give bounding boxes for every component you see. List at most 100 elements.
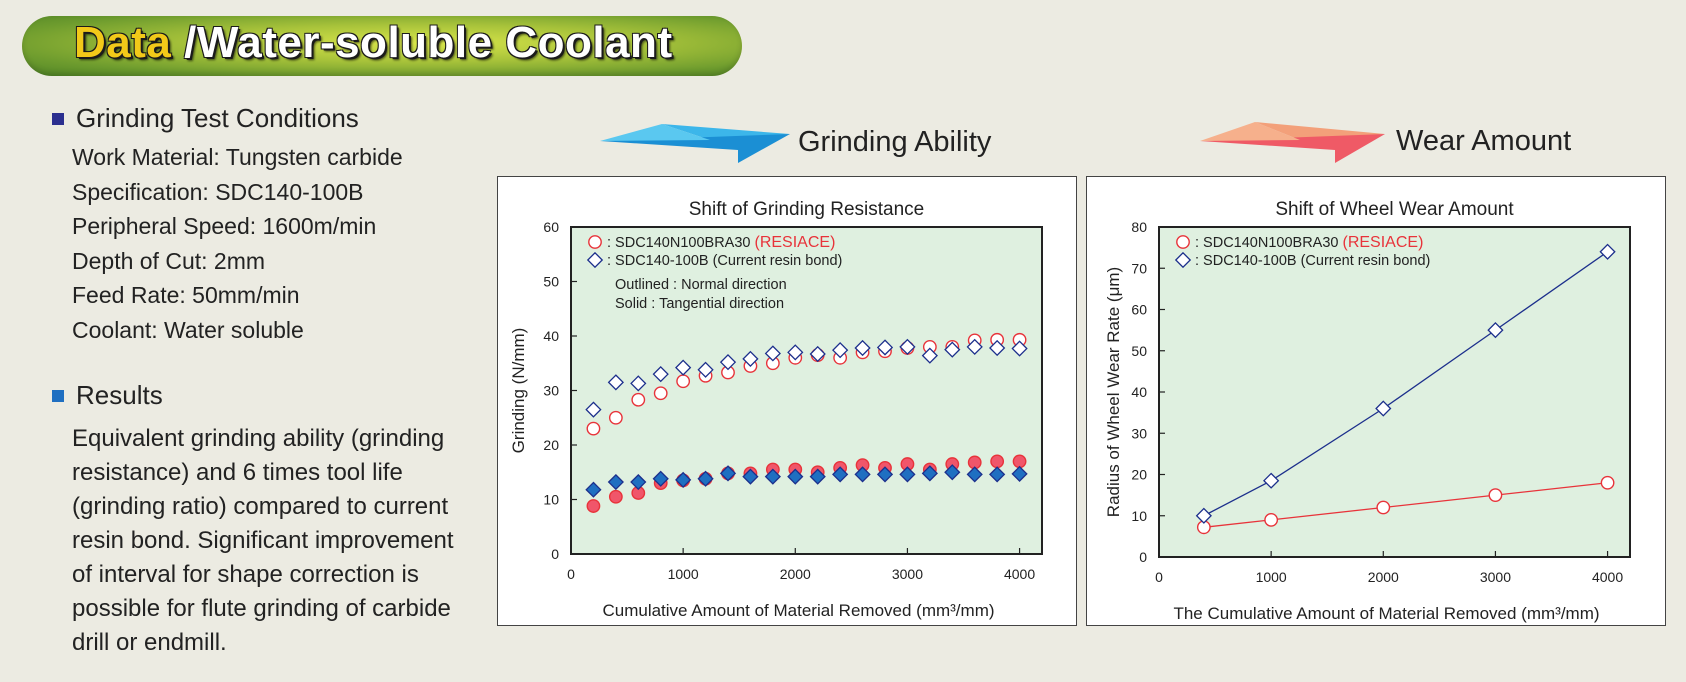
data-point bbox=[1487, 322, 1504, 339]
data-point bbox=[719, 465, 737, 482]
data-point bbox=[585, 481, 602, 498]
results-heading: Results bbox=[52, 380, 163, 411]
banner-title-rest: /Water-soluble Coolant bbox=[171, 18, 673, 67]
data-point bbox=[608, 410, 623, 425]
legend-label: : SDC140N100BRA30 (RESIACE) bbox=[1195, 234, 1423, 251]
results-text: Equivalent grinding ability (grinding re… bbox=[72, 425, 454, 656]
data-point bbox=[652, 470, 669, 487]
condition-item: Peripheral Speed: 1600m/min bbox=[72, 213, 377, 239]
y-tick-label: 60 bbox=[543, 219, 559, 235]
condition-item: Work Material: Tungsten carbide bbox=[72, 144, 403, 170]
conditions-heading-text: Grinding Test Conditions bbox=[76, 103, 359, 133]
data-point bbox=[607, 374, 624, 391]
data-point bbox=[676, 374, 691, 389]
plot-area bbox=[1158, 226, 1631, 558]
square-bullet-icon bbox=[52, 389, 64, 402]
data-point bbox=[876, 466, 894, 483]
wear-amount-title: Wear Amount bbox=[1396, 125, 1572, 157]
data-point bbox=[966, 338, 983, 356]
x-tick-label: 4000 bbox=[1592, 569, 1623, 585]
condition-item: Specification: SDC140-100B bbox=[72, 178, 364, 205]
data-point bbox=[921, 465, 938, 482]
y-tick-label: 30 bbox=[543, 383, 559, 399]
data-point bbox=[944, 464, 961, 481]
legend-marker bbox=[1176, 235, 1190, 249]
y-tick-label: 50 bbox=[1131, 343, 1147, 359]
data-point bbox=[1195, 507, 1212, 524]
y-tick-label: 40 bbox=[1131, 384, 1147, 400]
x-tick-label: 2000 bbox=[1368, 569, 1399, 585]
legend-label: : SDC140-100B (Current resin bond) bbox=[1195, 253, 1430, 269]
data-point bbox=[944, 341, 961, 358]
y-tick-label: 0 bbox=[1139, 549, 1147, 565]
conditions-list: Work Material: Tungsten carbide Specific… bbox=[72, 140, 403, 347]
data-point bbox=[1263, 472, 1280, 489]
data-point bbox=[989, 466, 1006, 483]
x-tick-label: 3000 bbox=[892, 566, 923, 582]
data-point bbox=[832, 466, 849, 483]
title-banner: Data /Water-soluble Coolant bbox=[22, 16, 742, 76]
condition-item: Feed Rate: 50mm/min bbox=[72, 282, 300, 308]
y-tick-label: 30 bbox=[1131, 425, 1147, 441]
y-tick-label: 50 bbox=[543, 274, 559, 290]
data-point bbox=[809, 468, 826, 485]
x-tick-label: 1000 bbox=[668, 566, 699, 582]
conditions-heading: Grinding Test Conditions bbox=[52, 103, 359, 134]
data-point bbox=[787, 468, 804, 485]
data-point bbox=[832, 342, 849, 359]
wheel-wear-chart-panel: Shift of Wheel Wear Amount 0 10 20 30 40 50 60 7… bbox=[1086, 176, 1666, 626]
y-axis-label: Radius of Wheel Wear Rate (μm) bbox=[1104, 267, 1123, 517]
x-axis-label: The Cumulative Amount of Material Remove… bbox=[1173, 604, 1599, 623]
data-point bbox=[697, 361, 714, 378]
data-point bbox=[1011, 465, 1028, 483]
grinding-resistance-chart-panel: Shift of Grinding Resistance 0 10 20 30 40 50 6… bbox=[497, 176, 1077, 626]
data-point bbox=[1600, 475, 1615, 490]
legend-marker bbox=[588, 235, 602, 249]
red-arrow-icon bbox=[1200, 122, 1385, 163]
chart-title: Shift of Wheel Wear Amount bbox=[1275, 199, 1514, 220]
y-tick-label: 20 bbox=[1131, 467, 1147, 483]
plot-area bbox=[570, 226, 1043, 555]
blue-arrow-icon bbox=[600, 124, 790, 163]
data-point bbox=[854, 466, 871, 483]
legend-marker bbox=[1174, 251, 1192, 269]
data-point bbox=[787, 344, 804, 361]
data-point bbox=[607, 473, 624, 491]
chart-note: Solid : Tangential direction bbox=[615, 296, 784, 312]
data-point bbox=[899, 466, 916, 483]
data-point bbox=[990, 454, 1005, 469]
x-tick-label: 2000 bbox=[780, 566, 811, 582]
x-tick-label: 4000 bbox=[1004, 566, 1035, 582]
condition-item: Coolant: Water soluble bbox=[72, 316, 304, 343]
data-point bbox=[630, 473, 647, 491]
data-point bbox=[652, 366, 669, 383]
data-point bbox=[989, 339, 1006, 357]
chart-title: Shift of Grinding Resistance bbox=[689, 199, 925, 220]
data-point bbox=[608, 489, 623, 504]
data-point bbox=[586, 499, 601, 513]
grinding-ability-heading: Grinding Ability bbox=[600, 115, 1020, 175]
data-point bbox=[653, 386, 668, 401]
data-point bbox=[630, 375, 647, 392]
y-tick-label: 70 bbox=[1131, 260, 1147, 276]
data-point bbox=[675, 471, 692, 488]
y-tick-label: 60 bbox=[1131, 302, 1147, 318]
data-point bbox=[586, 421, 601, 436]
data-point bbox=[719, 354, 737, 371]
wheel-wear-chart: Shift of Wheel Wear Amount 0 10 20 30 40 50 60 7… bbox=[1104, 199, 1631, 623]
y-tick-label: 80 bbox=[1131, 219, 1147, 235]
data-point bbox=[1376, 500, 1391, 515]
y-tick-label: 20 bbox=[543, 437, 559, 453]
square-bullet-icon bbox=[52, 112, 64, 125]
data-point bbox=[631, 392, 646, 407]
wear-amount-heading: Wear Amount bbox=[1200, 115, 1620, 175]
data-point bbox=[1264, 512, 1279, 527]
y-tick-label: 40 bbox=[543, 328, 559, 344]
condition-item: Depth of Cut: 2mm bbox=[72, 247, 266, 274]
grinding-resistance-chart: Shift of Grinding Resistance 0 10 20 30 40 50 6… bbox=[509, 199, 1043, 620]
x-axis-label: Cumulative Amount of Material Removed (m… bbox=[602, 601, 994, 620]
x-tick-label: 0 bbox=[1155, 569, 1163, 585]
y-tick-label: 0 bbox=[551, 546, 559, 562]
data-point bbox=[764, 468, 781, 485]
data-point bbox=[697, 470, 714, 487]
